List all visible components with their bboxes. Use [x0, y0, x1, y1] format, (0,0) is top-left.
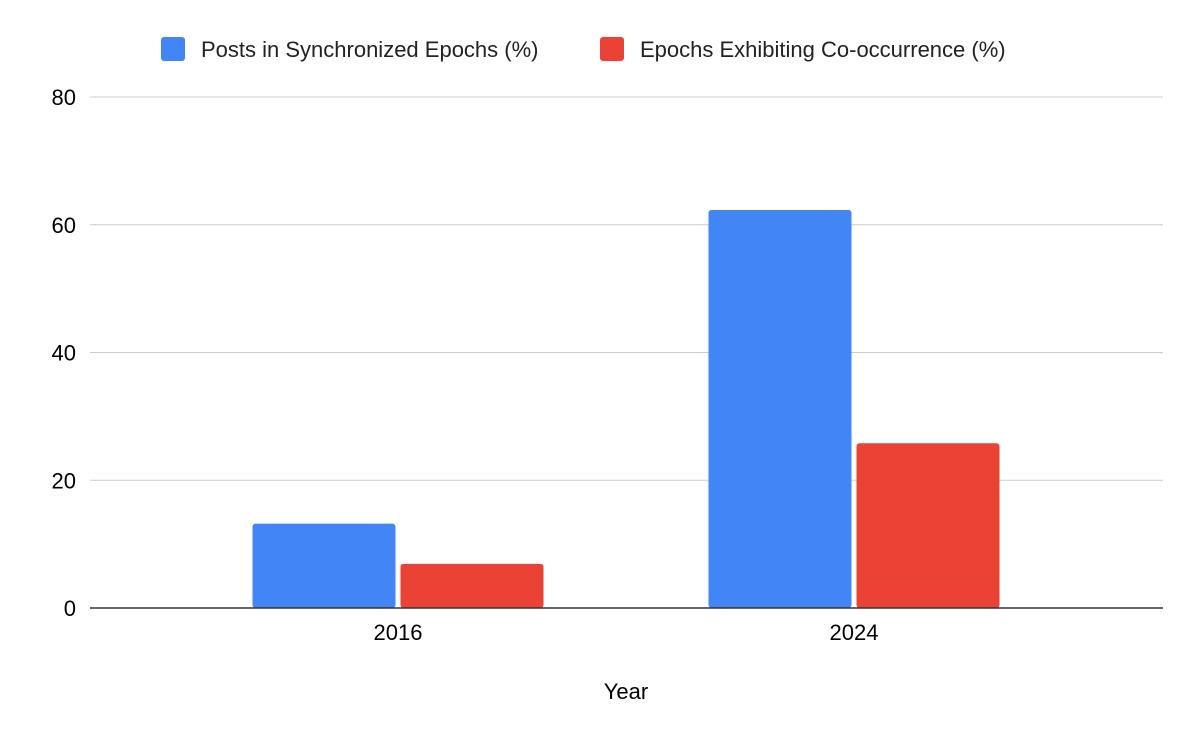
y-tick-label: 20: [52, 468, 76, 493]
y-tick-label: 0: [64, 596, 76, 621]
bar-2024-series-2: [856, 443, 1000, 608]
legend-label: Epochs Exhibiting Co-occurrence (%): [640, 37, 1006, 62]
bar-2024-series-1: [708, 210, 852, 608]
x-axis-title: Year: [604, 679, 648, 704]
bar-2016-series-2: [400, 563, 544, 608]
y-tick-label: 60: [52, 213, 76, 238]
axes: 0 20 40 60 80 2016 2024: [52, 85, 1163, 645]
legend-label: Posts in Synchronized Epochs (%): [201, 37, 539, 62]
bar-2016-series-1: [252, 523, 396, 608]
x-tick-label: 2024: [830, 620, 879, 645]
legend-swatch: [600, 37, 624, 61]
y-tick-label: 80: [52, 85, 76, 110]
bars: [252, 210, 1000, 608]
gridlines: [90, 96, 1163, 481]
y-tick-label: 40: [52, 341, 76, 366]
legend: Posts in Synchronized Epochs (%) Epochs E…: [161, 37, 1006, 62]
x-tick-label: 2016: [374, 620, 423, 645]
legend-swatch: [161, 37, 185, 61]
